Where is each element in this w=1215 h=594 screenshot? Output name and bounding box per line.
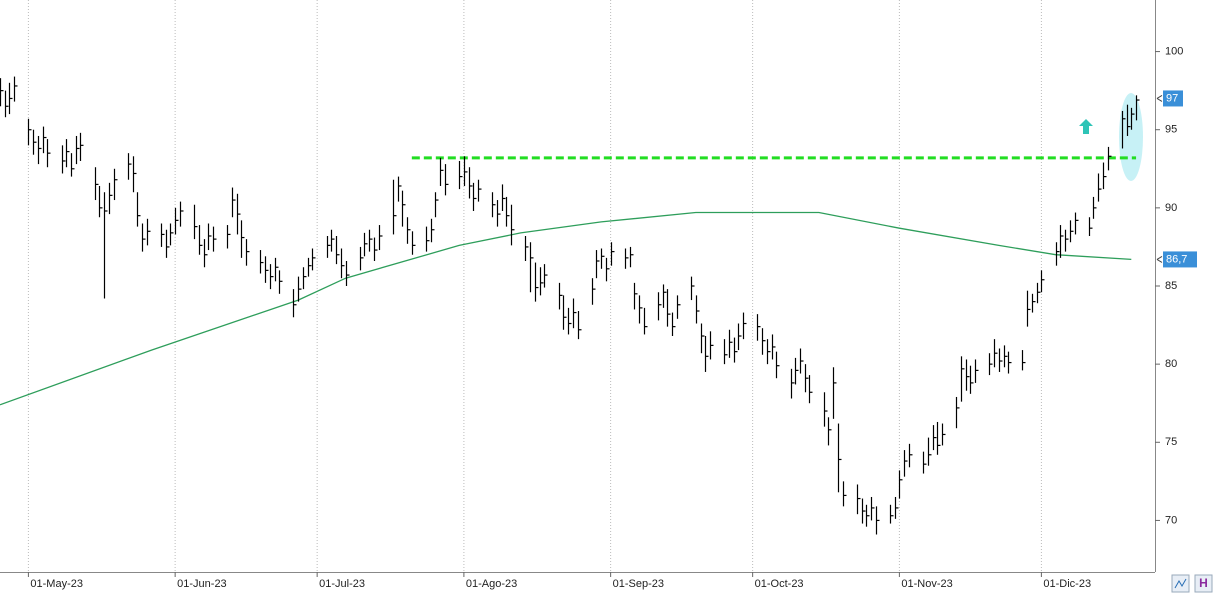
x-tick-label: 01-Sep-23: [613, 578, 664, 590]
y-tick-label: 80: [1165, 358, 1177, 370]
y-tick-label: 85: [1165, 280, 1177, 292]
price-label-box: [1163, 90, 1183, 107]
y-tick-label: 75: [1165, 436, 1177, 448]
y-tick-label: 100: [1165, 45, 1183, 57]
scale-icon: [1174, 578, 1187, 589]
price-pointer: [1156, 256, 1163, 263]
x-tick-label: 01-Jul-23: [319, 578, 365, 590]
y-tick-label: 95: [1165, 124, 1177, 136]
price-label: 97: [1166, 92, 1178, 104]
x-tick-label: 01-Ago-23: [466, 578, 517, 590]
x-tick-label: 01-Jun-23: [177, 578, 227, 590]
price-label-box: [1163, 251, 1197, 268]
x-tick-label: 01-Oct-23: [755, 578, 804, 590]
price-label: 86,7: [1166, 253, 1187, 265]
y-tick-label: 70: [1165, 514, 1177, 526]
x-tick-label: 01-Nov-23: [901, 578, 952, 590]
plot: [0, 0, 1140, 572]
y-tick-label: 90: [1165, 202, 1177, 214]
h-icon: H: [1199, 576, 1208, 590]
h-button[interactable]: [1194, 574, 1213, 593]
x-tick-label: 01-May-23: [30, 578, 83, 590]
price-pointer: [1156, 95, 1163, 102]
signal-arrow: [1079, 119, 1093, 134]
x-tick-label: 01-Dic-23: [1043, 578, 1091, 590]
